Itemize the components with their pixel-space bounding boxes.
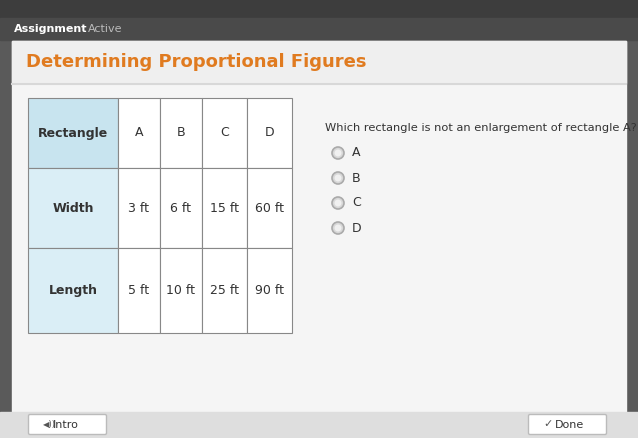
Bar [160,248,202,333]
Bar [28,168,118,248]
Circle shape [332,172,344,184]
Text: Length: Length [48,284,98,297]
Circle shape [334,174,341,181]
Circle shape [332,197,344,209]
FancyBboxPatch shape [528,414,607,434]
Bar [202,248,247,333]
Text: C: C [352,197,360,209]
Circle shape [334,199,341,206]
Text: Determining Proportional Figures: Determining Proportional Figures [26,53,366,71]
Text: B: B [352,172,360,184]
Text: Rectangle: Rectangle [38,127,108,139]
Text: 60 ft: 60 ft [255,201,284,215]
Text: Intro: Intro [53,420,79,430]
Bar [160,98,202,168]
Bar [12,41,626,83]
Bar [247,98,292,168]
Circle shape [334,225,341,232]
Text: B: B [177,127,185,139]
Bar [202,168,247,248]
Bar [118,98,160,168]
Text: 10 ft: 10 ft [167,284,195,297]
Text: 3 ft: 3 ft [128,201,149,215]
Bar [118,248,160,333]
Bar [0,412,638,438]
Text: 15 ft: 15 ft [210,201,239,215]
Text: D: D [352,222,362,234]
Circle shape [332,222,344,234]
Text: C: C [220,127,229,139]
Bar [28,248,118,333]
Bar [0,0,638,18]
Text: Active: Active [88,24,122,34]
Text: ◀)): ◀)) [43,420,56,429]
Circle shape [334,149,341,156]
Bar [202,98,247,168]
Text: A: A [135,127,144,139]
Bar [247,168,292,248]
Text: A: A [352,146,360,159]
Bar [0,18,638,40]
Bar [28,98,118,168]
Text: D: D [265,127,274,139]
Text: 90 ft: 90 ft [255,284,284,297]
Text: 6 ft: 6 ft [170,201,191,215]
Bar [12,41,626,413]
Text: Done: Done [555,420,584,430]
Text: Width: Width [52,201,94,215]
Text: Which rectangle is not an enlargement of rectangle A?: Which rectangle is not an enlargement of… [325,123,637,133]
Text: Assignment: Assignment [14,24,87,34]
FancyBboxPatch shape [29,414,107,434]
Text: ✓: ✓ [543,420,553,430]
Circle shape [332,147,344,159]
Bar [247,248,292,333]
Text: 25 ft: 25 ft [210,284,239,297]
Text: 5 ft: 5 ft [128,284,149,297]
Bar [160,168,202,248]
Bar [118,168,160,248]
